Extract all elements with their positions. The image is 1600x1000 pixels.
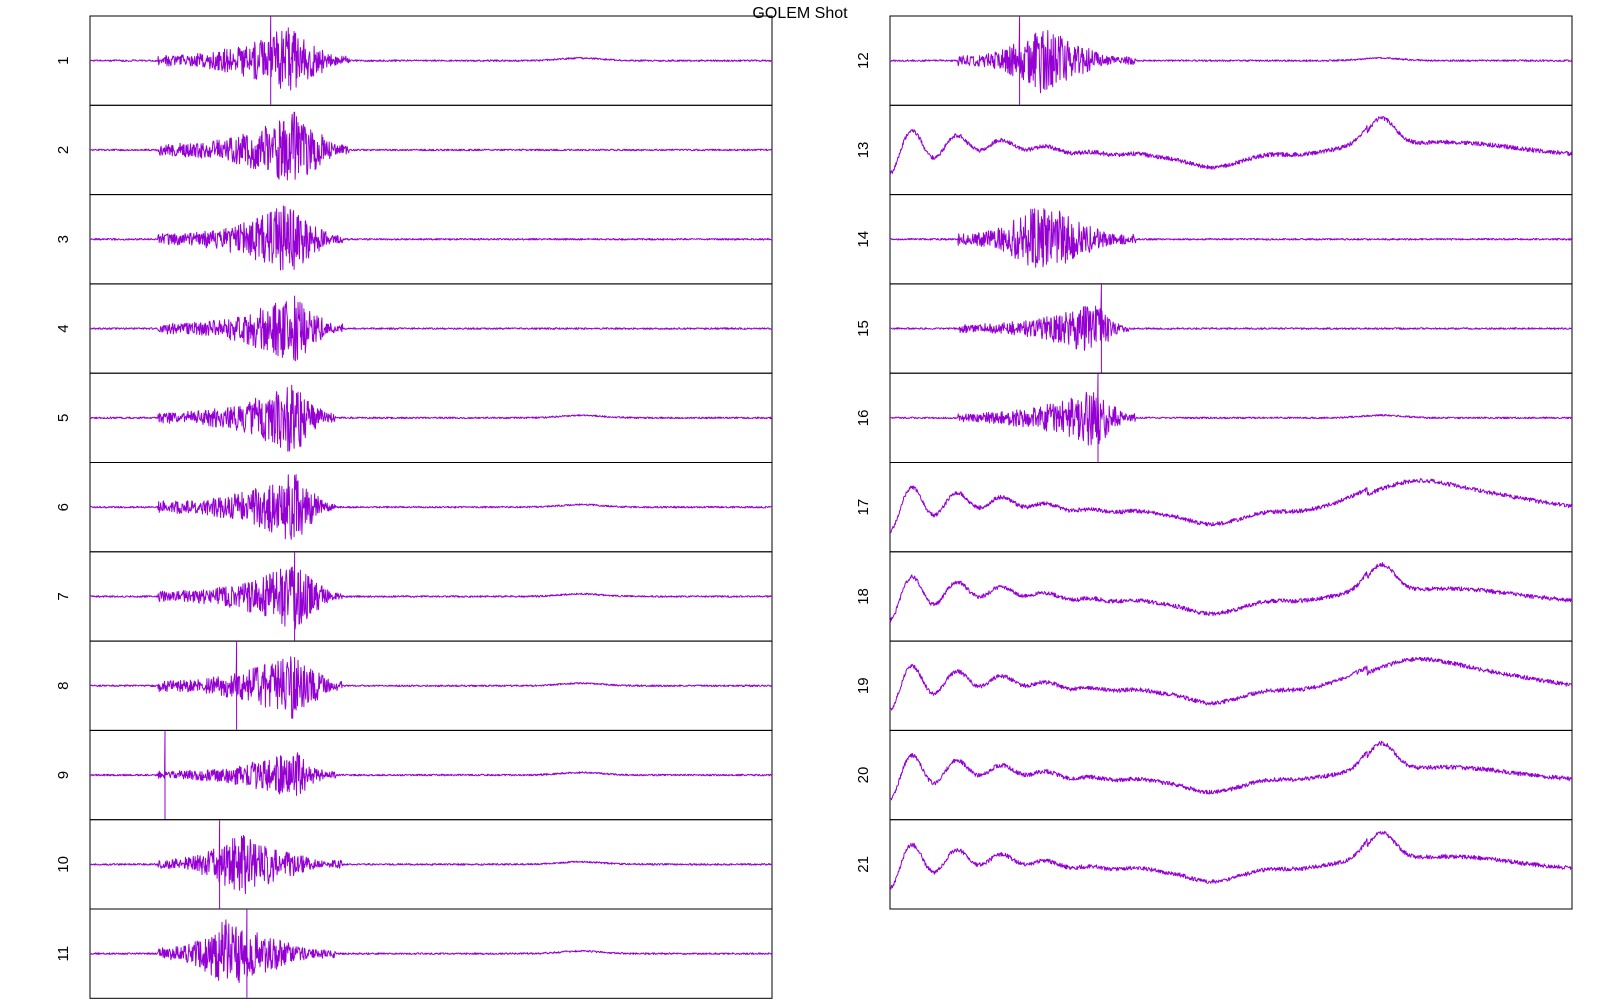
panel-label-4: 4 [55,324,72,332]
trace-11 [89,909,773,998]
panel-20: 20 [855,729,1573,821]
trace-21 [890,830,1573,890]
trace-3 [89,205,773,271]
panel-8: 8 [55,640,773,731]
panel-label-3: 3 [55,235,72,243]
panel-19: 19 [855,640,1573,731]
panel-label-8: 8 [55,682,72,690]
panel-label-10: 10 [55,856,72,873]
panel-6: 6 [55,462,773,553]
panel-10: 10 [55,819,773,910]
panel-9: 9 [55,729,773,821]
panel-label-2: 2 [55,146,72,154]
panel-14: 14 [855,194,1573,285]
trace-6 [89,474,773,540]
panel-label-19: 19 [855,677,872,694]
trace-2 [89,111,773,181]
trace-7 [89,552,773,641]
panel-label-9: 9 [55,771,72,779]
trace-8 [89,641,773,730]
trace-16 [889,373,1573,462]
panel-frame-19 [889,640,1573,731]
trace-9 [89,730,772,820]
trace-14 [889,208,1573,268]
panel-frame-13 [889,104,1573,196]
panel-4: 4 [55,283,773,374]
panel-label-15: 15 [855,320,872,337]
panel-label-12: 12 [855,52,872,69]
panel-label-13: 13 [855,142,872,159]
trace-5 [89,384,773,452]
trace-17 [889,478,1573,533]
chart-title: GOLEM Shot [752,5,848,22]
trace-4 [89,295,773,362]
panel-label-7: 7 [55,592,72,600]
panel-label-1: 1 [55,56,72,64]
panel-7: 7 [55,551,773,642]
panel-frame-18 [889,551,1573,642]
panel-label-20: 20 [855,767,872,784]
panel-label-18: 18 [855,588,872,605]
trace-10 [90,820,773,909]
panel-label-17: 17 [855,499,872,516]
trace-19 [889,656,1573,711]
panel-11: 11 [55,908,773,999]
panel-label-14: 14 [855,231,872,248]
panel-13: 13 [855,104,1573,196]
panel-17: 17 [855,462,1573,553]
panel-5: 5 [55,372,773,464]
trace-1 [89,16,773,105]
panel-16: 16 [855,372,1573,464]
panel-label-5: 5 [55,414,72,422]
panel-15: 15 [855,283,1573,374]
panel-label-6: 6 [55,503,72,511]
panel-3: 3 [55,194,773,285]
trace-12 [889,16,1573,105]
panel-21: 21 [855,819,1573,910]
panel-label-16: 16 [855,410,872,427]
panel-18: 18 [855,551,1573,642]
panel-label-21: 21 [855,856,872,873]
panel-frame-20 [889,729,1573,821]
trace-18 [889,562,1573,623]
trace-13 [889,116,1573,175]
trace-20 [889,740,1573,801]
trace-15 [889,284,1573,373]
panel-label-11: 11 [55,946,72,962]
panel-2: 2 [55,104,773,196]
panel-12: 12 [855,15,1573,106]
panel-frame-21 [889,819,1573,910]
panel-1: 1 [55,15,773,106]
panel-frame-17 [889,462,1573,553]
